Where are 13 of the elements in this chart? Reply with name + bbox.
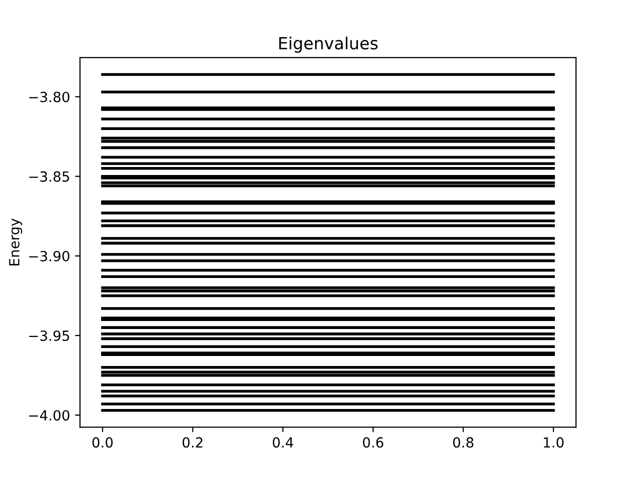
x-tick-label: 0.4	[272, 437, 294, 448]
chart-title: Eigenvalues	[279, 36, 378, 53]
y-tick-label: −3.85	[29, 171, 70, 182]
y-axis-title: Energy	[9, 218, 22, 266]
y-tick-label: −3.95	[29, 330, 70, 341]
x-tick-label: 0.2	[182, 437, 202, 448]
y-tick-label: −3.90	[29, 250, 70, 262]
x-tick-label: 0.6	[362, 437, 384, 448]
y-tick-label: −3.80	[29, 92, 70, 102]
x-tick-label: 0.0	[92, 437, 113, 448]
x-tick-label: 1.0	[544, 437, 564, 448]
y-tick-label: −4.00	[29, 410, 70, 421]
x-tick-label: 0.8	[453, 437, 474, 448]
